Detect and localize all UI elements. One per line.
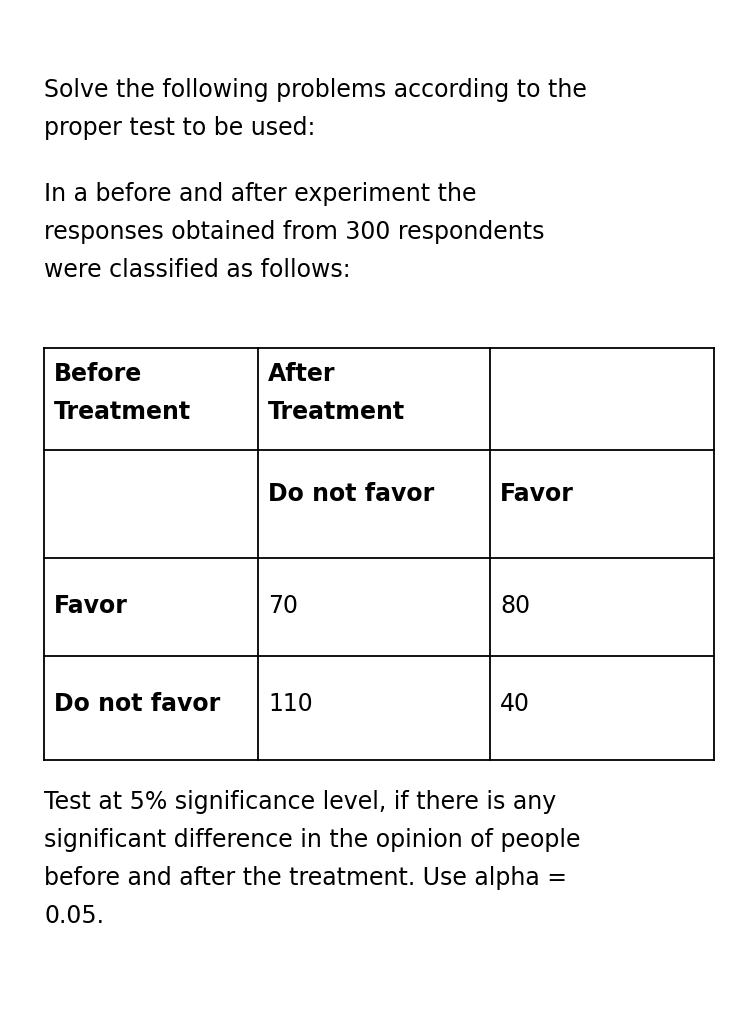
- Text: 80: 80: [500, 594, 530, 618]
- Text: Before: Before: [54, 362, 142, 386]
- Text: proper test to be used:: proper test to be used:: [44, 116, 316, 140]
- Text: Test at 5% significance level, if there is any: Test at 5% significance level, if there …: [44, 790, 556, 814]
- Text: responses obtained from 300 respondents: responses obtained from 300 respondents: [44, 220, 545, 244]
- Text: Favor: Favor: [54, 594, 128, 618]
- Text: were classified as follows:: were classified as follows:: [44, 258, 350, 282]
- Text: Solve the following problems according to the: Solve the following problems according t…: [44, 78, 587, 102]
- Text: 0.05.: 0.05.: [44, 904, 104, 928]
- Text: 110: 110: [268, 692, 313, 716]
- Text: After: After: [268, 362, 336, 386]
- Text: Treatment: Treatment: [268, 400, 405, 424]
- Text: significant difference in the opinion of people: significant difference in the opinion of…: [44, 828, 581, 852]
- Text: Favor: Favor: [500, 482, 574, 506]
- Text: Do not favor: Do not favor: [268, 482, 435, 506]
- Text: Treatment: Treatment: [54, 400, 191, 424]
- Text: 70: 70: [268, 594, 298, 618]
- Text: Do not favor: Do not favor: [54, 692, 220, 716]
- Text: 40: 40: [500, 692, 530, 716]
- Text: before and after the treatment. Use alpha =: before and after the treatment. Use alph…: [44, 866, 567, 890]
- Text: In a before and after experiment the: In a before and after experiment the: [44, 182, 477, 206]
